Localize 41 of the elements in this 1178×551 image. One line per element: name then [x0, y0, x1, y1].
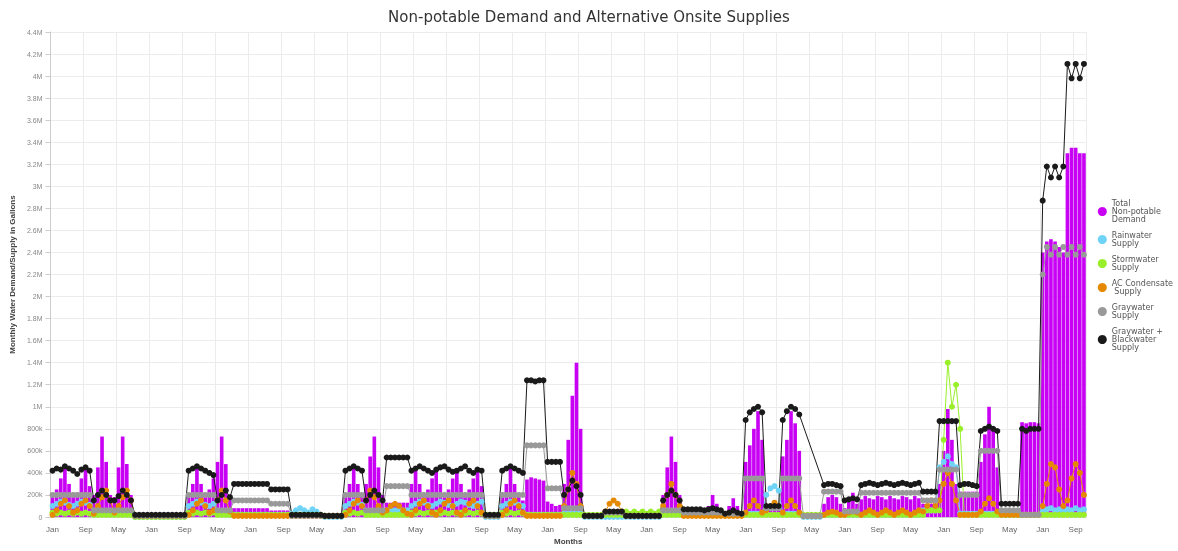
legend-label: Total Non-potable Demand: [1110, 199, 1164, 224]
x-tick-label: May: [903, 524, 919, 534]
x-tick-label: Sep: [573, 524, 589, 534]
x-tick-label: May: [408, 524, 424, 534]
x-tick-label: May: [705, 524, 721, 534]
x-tick-label: May: [110, 524, 127, 534]
x-tick-label: Jan: [343, 524, 357, 534]
legend-label: Graywater Supply: [1111, 303, 1157, 320]
chart-title: Non-potable Demand and Alternative Onsite Supplies: [388, 7, 791, 26]
legend-label: AC Condensate Supply: [1111, 279, 1174, 296]
x-axis-title: Months: [554, 537, 583, 547]
x-tick-label: May: [804, 524, 820, 534]
x-tick-label: Jan: [541, 524, 555, 534]
x-tick-label: Sep: [870, 524, 886, 534]
x-tick-label: Jan: [442, 524, 456, 534]
x-tick-label: Jan: [739, 524, 753, 534]
x-tick-label: Jan: [838, 524, 852, 534]
y-axis-title: Monthly Water Demand/Supply in Gallons: [7, 194, 17, 354]
x-tick-label: May: [1002, 524, 1018, 534]
x-tick-label: Sep: [1068, 524, 1084, 534]
legend-label: Graywater + Blackwater Supply: [1111, 327, 1166, 352]
x-tick-label: May: [209, 524, 226, 534]
x-tick-label: May: [309, 524, 325, 534]
x-tick-label: May: [606, 524, 622, 534]
x-tick-label: Jan: [937, 524, 951, 534]
x-tick-label: May: [507, 524, 523, 534]
x-tick-label: Sep: [969, 524, 985, 534]
x-tick-label: Jan: [640, 524, 654, 534]
x-tick-label: Sep: [78, 524, 94, 534]
x-tick-label: Sep: [771, 524, 787, 534]
x-tick-label: Jan: [244, 524, 258, 534]
x-tick-label: Jan: [145, 524, 158, 534]
x-tick-label: Sep: [276, 524, 292, 534]
x-tick-label: Sep: [474, 524, 490, 534]
x-tick-label: Jan: [1036, 524, 1050, 534]
x-tick-label: Sep: [672, 524, 688, 534]
legend-label: Stormwater Supply: [1111, 255, 1162, 272]
x-tick-label: Jan: [46, 524, 59, 534]
x-tick-label: Sep: [375, 524, 391, 534]
x-tick-label: Sep: [177, 524, 193, 534]
legend-label: Rainwater Supply: [1111, 231, 1155, 248]
